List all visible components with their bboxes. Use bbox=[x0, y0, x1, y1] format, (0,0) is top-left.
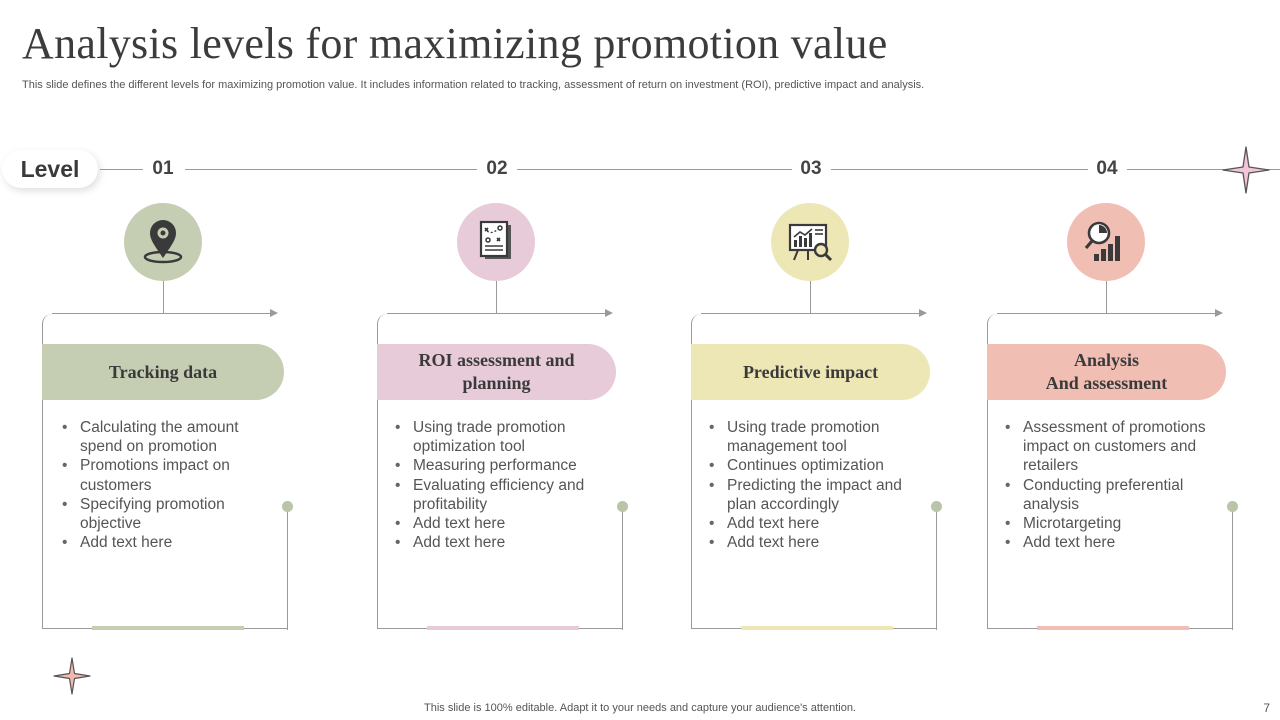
card-accent-bar bbox=[427, 626, 579, 630]
connector-line bbox=[496, 281, 497, 314]
list-item: Conducting preferential analysis bbox=[1005, 476, 1213, 514]
end-dot bbox=[1227, 501, 1238, 512]
sparkle-star-icon bbox=[1222, 146, 1270, 194]
list-item: Promotions impact on customers bbox=[62, 456, 280, 494]
level-number: 03 bbox=[800, 158, 822, 179]
page-title: Analysis levels for maximizing promotion… bbox=[22, 19, 888, 68]
card-bullet-list: Assessment of promotions impact on custo… bbox=[1005, 418, 1213, 553]
list-item: Continues optimization bbox=[709, 456, 927, 475]
list-item: Evaluating efficiency and profitability bbox=[395, 476, 613, 514]
analytics-magnifier-icon bbox=[1084, 221, 1120, 261]
location-pin-icon bbox=[143, 220, 183, 264]
presentation-chart-icon bbox=[788, 223, 833, 262]
card-accent-bar bbox=[741, 626, 893, 630]
list-item: Calculating the amount spend on promotio… bbox=[62, 418, 280, 456]
arrowhead bbox=[605, 309, 613, 317]
end-dot bbox=[931, 501, 942, 512]
card-right-line bbox=[622, 510, 623, 630]
card-header-line: And assessment bbox=[1045, 373, 1168, 393]
card-header-line: Analysis bbox=[1073, 350, 1140, 370]
timeline-segment bbox=[1127, 169, 1227, 170]
card-header: Analysis And assessment bbox=[987, 344, 1226, 400]
level-icon-circle bbox=[1067, 203, 1145, 281]
card-top-line bbox=[52, 313, 270, 314]
card-right-line bbox=[1232, 510, 1233, 630]
card-bullet-list: Calculating the amount spend on promotio… bbox=[62, 418, 280, 553]
list-item: Add text here bbox=[395, 533, 613, 552]
end-dot bbox=[617, 501, 628, 512]
arrowhead bbox=[1215, 309, 1223, 317]
level-label: Level bbox=[2, 150, 98, 188]
list-item: Microtargeting bbox=[1005, 514, 1213, 533]
card-header: ROI assessment and planning bbox=[377, 344, 616, 400]
connector-line bbox=[810, 281, 811, 314]
card-bullet-list: Using trade promotion management tool Co… bbox=[709, 418, 927, 553]
level-number: 01 bbox=[152, 158, 174, 179]
end-dot bbox=[282, 501, 293, 512]
card-header: Tracking data bbox=[42, 344, 284, 400]
list-item: Using trade promotion management tool bbox=[709, 418, 927, 456]
list-item: Add text here bbox=[1005, 533, 1213, 552]
page-subtitle: This slide defines the different levels … bbox=[22, 79, 925, 91]
card-header-line: Predictive impact bbox=[742, 361, 879, 382]
level-icon-circle bbox=[457, 203, 535, 281]
list-item: Measuring performance bbox=[395, 456, 613, 475]
list-item: Add text here bbox=[709, 533, 927, 552]
list-item: Predicting the impact and plan according… bbox=[709, 476, 927, 514]
strategy-document-icon bbox=[479, 220, 511, 259]
card-accent-bar bbox=[1037, 626, 1189, 630]
timeline-segment bbox=[1265, 169, 1280, 170]
list-item: Add text here bbox=[395, 514, 613, 533]
timeline-segment bbox=[831, 169, 1088, 170]
sparkle-star-icon bbox=[53, 657, 91, 695]
level-icon-circle bbox=[124, 203, 202, 281]
timeline-segment bbox=[185, 169, 477, 170]
card-right-line bbox=[287, 510, 288, 630]
timeline-segment bbox=[517, 169, 792, 170]
timeline-segment bbox=[100, 169, 143, 170]
list-item: Add text here bbox=[62, 533, 280, 552]
page-number: 7 bbox=[1263, 701, 1270, 715]
card-accent-bar bbox=[92, 626, 244, 630]
level-icon-circle bbox=[771, 203, 849, 281]
list-item: Using trade promotion optimization tool bbox=[395, 418, 613, 456]
list-item: Specifying promotion objective bbox=[62, 495, 280, 533]
card-right-line bbox=[936, 510, 937, 630]
list-item: Add text here bbox=[709, 514, 927, 533]
connector-line bbox=[1106, 281, 1107, 314]
footer-note: This slide is 100% editable. Adapt it to… bbox=[424, 702, 856, 714]
card-header-line: ROI assessment and bbox=[418, 350, 575, 370]
level-number: 02 bbox=[486, 158, 508, 179]
arrowhead bbox=[919, 309, 927, 317]
card-header-line: planning bbox=[462, 373, 531, 393]
arrowhead bbox=[270, 309, 278, 317]
card-header: Predictive impact bbox=[691, 344, 930, 400]
card-top-line bbox=[387, 313, 605, 314]
card-bullet-list: Using trade promotion optimization tool … bbox=[395, 418, 613, 553]
level-number: 04 bbox=[1096, 158, 1118, 179]
card-header-line: Tracking data bbox=[108, 361, 218, 382]
card-top-line bbox=[701, 313, 919, 314]
connector-line bbox=[163, 281, 164, 314]
list-item: Assessment of promotions impact on custo… bbox=[1005, 418, 1213, 476]
card-top-line bbox=[997, 313, 1215, 314]
